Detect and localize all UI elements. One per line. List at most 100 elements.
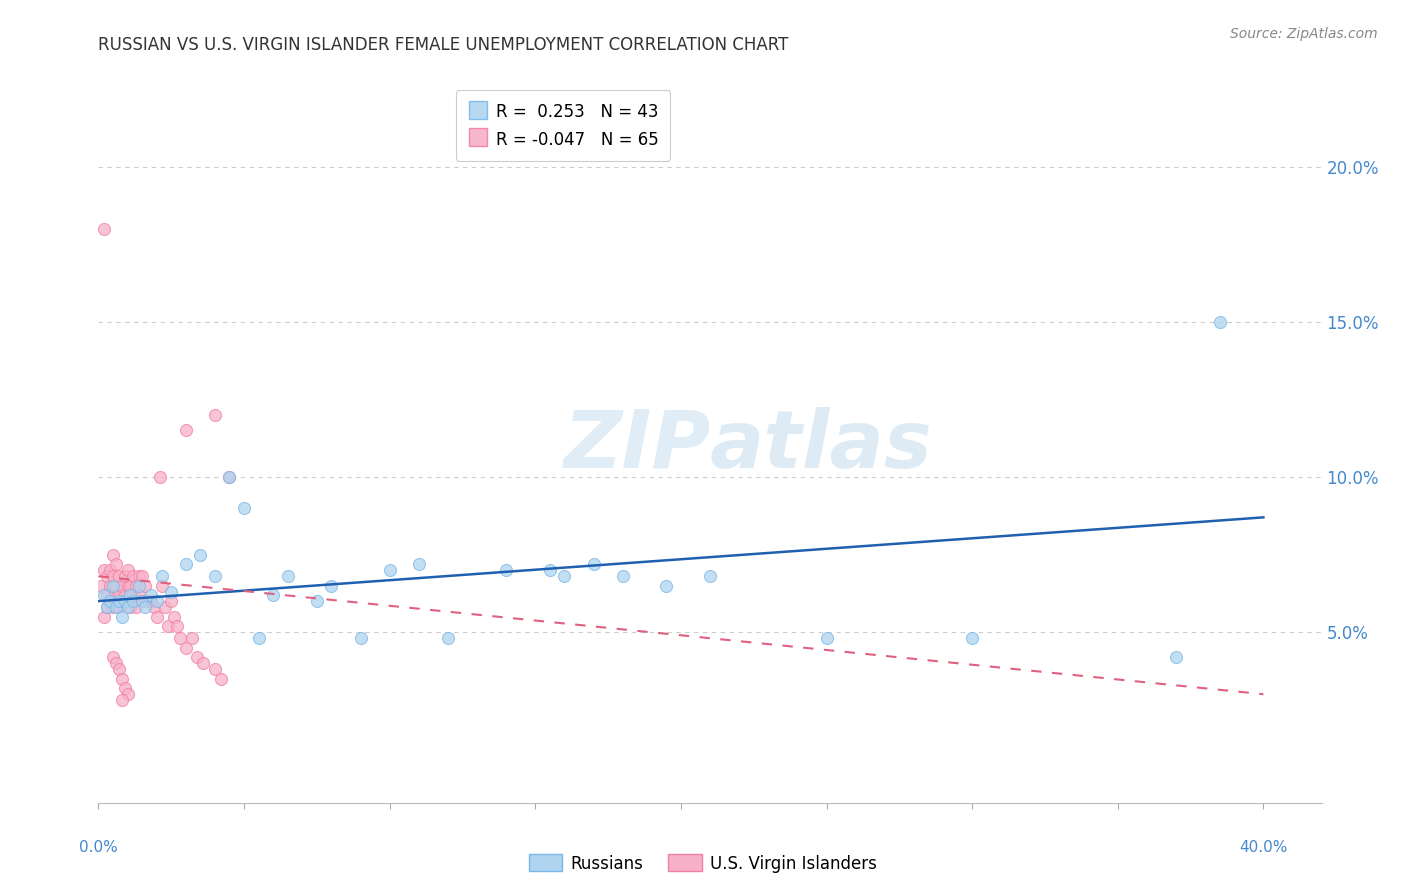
- Point: [98, 594, 121, 608]
- Point: [166, 619, 188, 633]
- Point: [114, 594, 136, 608]
- Point: [120, 579, 142, 593]
- Point: [104, 656, 127, 670]
- Point: [655, 579, 678, 593]
- Point: [277, 569, 299, 583]
- Point: [108, 594, 131, 608]
- Point: [101, 579, 124, 593]
- Point: [134, 579, 156, 593]
- Point: [349, 632, 371, 646]
- Point: [114, 588, 136, 602]
- Point: [815, 632, 838, 646]
- Point: [93, 588, 115, 602]
- Point: [169, 632, 191, 646]
- Point: [122, 588, 145, 602]
- Point: [101, 600, 124, 615]
- Point: [93, 563, 115, 577]
- Point: [188, 548, 212, 562]
- Point: [93, 609, 115, 624]
- Point: [98, 579, 121, 593]
- Point: [145, 594, 167, 608]
- Point: [612, 569, 634, 583]
- Point: [145, 609, 167, 624]
- Point: [163, 609, 186, 624]
- Point: [96, 600, 118, 615]
- Point: [437, 632, 460, 646]
- Point: [136, 594, 159, 608]
- Point: [117, 600, 139, 615]
- Point: [93, 222, 115, 236]
- Point: [142, 600, 165, 615]
- Point: [186, 650, 208, 665]
- Text: RUSSIAN VS U.S. VIRGIN ISLANDER FEMALE UNEMPLOYMENT CORRELATION CHART: RUSSIAN VS U.S. VIRGIN ISLANDER FEMALE U…: [98, 36, 789, 54]
- Point: [101, 588, 124, 602]
- Point: [96, 600, 118, 615]
- Point: [90, 579, 112, 593]
- Point: [108, 588, 131, 602]
- Point: [108, 600, 131, 615]
- Point: [96, 569, 118, 583]
- Point: [157, 619, 180, 633]
- Point: [117, 579, 139, 593]
- Point: [160, 584, 183, 599]
- Point: [125, 579, 148, 593]
- Point: [378, 563, 401, 577]
- Point: [174, 640, 197, 655]
- Point: [209, 672, 232, 686]
- Point: [218, 470, 240, 484]
- Text: Source: ZipAtlas.com: Source: ZipAtlas.com: [1230, 27, 1378, 41]
- Point: [134, 600, 156, 615]
- Point: [104, 579, 127, 593]
- Point: [104, 600, 127, 615]
- Point: [204, 662, 226, 676]
- Point: [247, 632, 270, 646]
- Point: [152, 579, 174, 593]
- Point: [1208, 315, 1232, 329]
- Point: [321, 579, 343, 593]
- Point: [193, 656, 215, 670]
- Point: [122, 594, 145, 608]
- Point: [149, 470, 172, 484]
- Point: [960, 632, 983, 646]
- Point: [117, 687, 139, 701]
- Point: [699, 569, 721, 583]
- Text: ZIP: ZIP: [562, 407, 710, 485]
- Point: [131, 594, 153, 608]
- Point: [117, 563, 139, 577]
- Point: [305, 594, 328, 608]
- Point: [262, 588, 284, 602]
- Point: [120, 600, 142, 615]
- Point: [174, 424, 197, 438]
- Point: [180, 632, 202, 646]
- Point: [174, 557, 197, 571]
- Text: 40.0%: 40.0%: [1239, 840, 1288, 855]
- Text: atlas: atlas: [710, 407, 932, 485]
- Point: [114, 569, 136, 583]
- Point: [111, 609, 134, 624]
- Point: [98, 563, 121, 577]
- Point: [101, 650, 124, 665]
- Point: [495, 563, 517, 577]
- Point: [204, 569, 226, 583]
- Point: [538, 563, 561, 577]
- Point: [131, 569, 153, 583]
- Point: [104, 594, 127, 608]
- Point: [139, 594, 162, 608]
- Point: [96, 588, 118, 602]
- Point: [233, 501, 256, 516]
- Point: [553, 569, 575, 583]
- Point: [104, 557, 127, 571]
- Point: [125, 600, 148, 615]
- Point: [111, 594, 134, 608]
- Point: [155, 600, 177, 615]
- Point: [101, 569, 124, 583]
- Point: [1164, 650, 1187, 665]
- Legend: R =  0.253   N = 43, R = -0.047   N = 65: R = 0.253 N = 43, R = -0.047 N = 65: [456, 90, 671, 161]
- Point: [122, 569, 145, 583]
- Point: [582, 557, 605, 571]
- Point: [101, 548, 124, 562]
- Point: [108, 662, 131, 676]
- Point: [152, 569, 174, 583]
- Point: [111, 693, 134, 707]
- Point: [408, 557, 430, 571]
